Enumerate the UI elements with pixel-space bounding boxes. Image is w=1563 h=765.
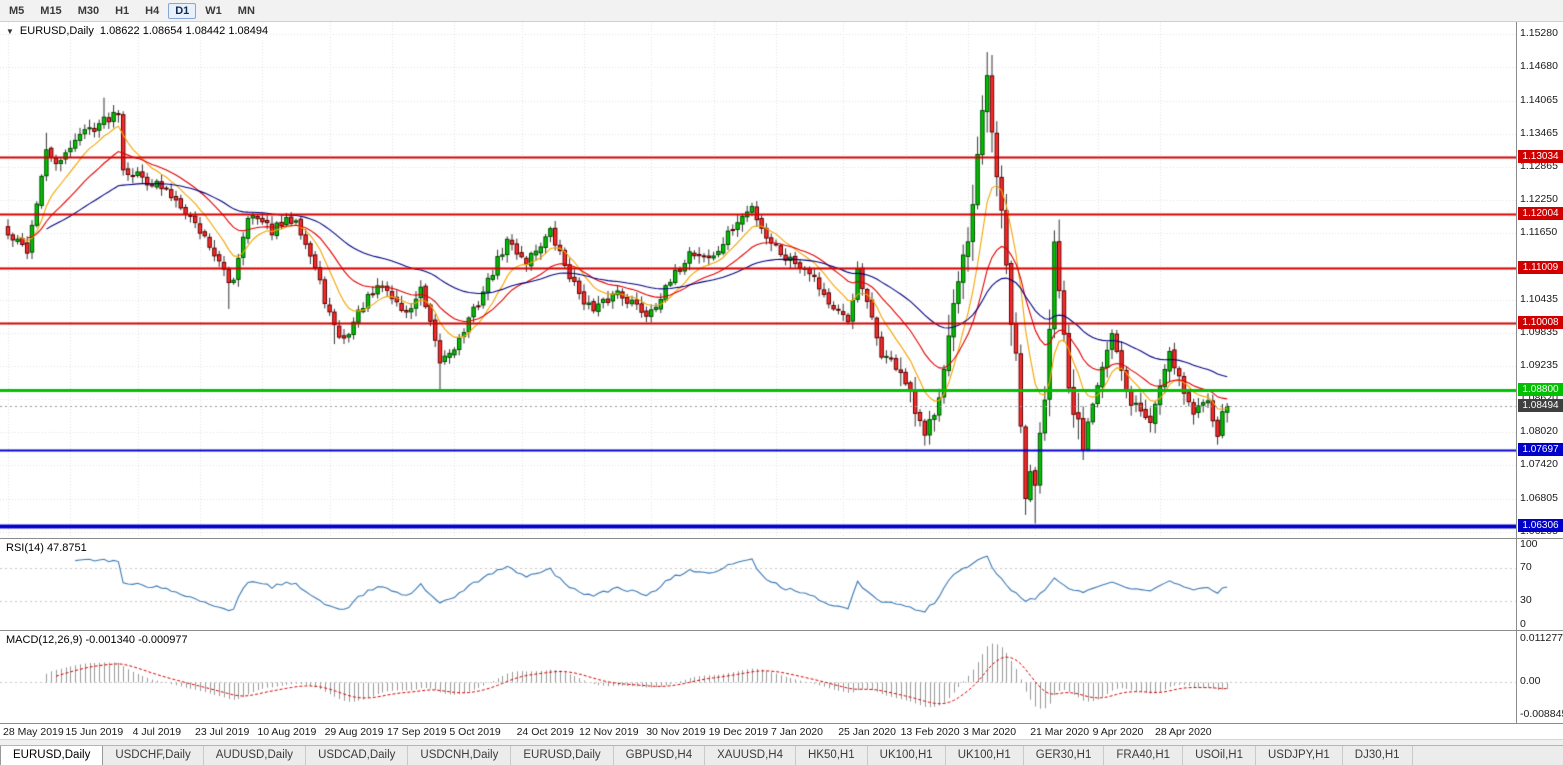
chart-tab-usdcad-daily[interactable]: USDCAD,Daily [306, 746, 409, 765]
hline-price-badge: 1.10008 [1518, 316, 1563, 330]
timeframe-button-d1[interactable]: D1 [168, 2, 197, 19]
chart-tab-eurusd-daily[interactable]: EURUSD,Daily [511, 746, 614, 765]
macd-axis-label: -0.008845 [1520, 708, 1563, 720]
chart-tab-hk50-h1[interactable]: HK50,H1 [796, 746, 868, 765]
hline-price-badge: 1.12004 [1518, 206, 1563, 220]
date-axis-label: 17 Sep 2019 [387, 726, 447, 738]
dropdown-arrow-icon[interactable]: ▼ [6, 26, 14, 36]
chart-tab-ger30-h1[interactable]: GER30,H1 [1024, 746, 1105, 765]
price-axis-label: 1.11650 [1520, 226, 1558, 239]
timeframe-toolbar: M5 M15 M30 H1 H4 D1 W1 MN [0, 0, 1563, 22]
date-axis-label: 21 Mar 2020 [1030, 726, 1090, 738]
rsi-panel: RSI(14) 47.8751 100 70 30 0 [0, 538, 1563, 630]
main-chart-panel: ▼ EURUSD,Daily 1.08622 1.08654 1.08442 1… [0, 22, 1563, 538]
date-axis-label: 3 Mar 2020 [963, 726, 1017, 738]
price-axis-label: 1.12250 [1520, 193, 1558, 206]
price-axis-label: 1.07420 [1520, 458, 1558, 471]
price-axis-label: 1.14680 [1520, 59, 1558, 72]
chart-tab-fra40-h1[interactable]: FRA40,H1 [1104, 746, 1184, 765]
macd-indicator-label: MACD(12,26,9) -0.001340 -0.000977 [6, 634, 188, 646]
chart-tab-eurusd-daily[interactable]: EURUSD,Daily [0, 746, 104, 765]
rsi-indicator-label: RSI(14) 47.8751 [6, 542, 87, 554]
date-axis-label: 28 Apr 2020 [1155, 726, 1212, 738]
timeframe-button-m30[interactable]: M30 [77, 4, 100, 17]
date-axis-label: 15 Jun 2019 [65, 726, 124, 738]
price-axis-label: 1.12865 [1520, 159, 1558, 172]
chart-caption: ▼ EURUSD,Daily 1.08622 1.08654 1.08442 1… [6, 25, 268, 37]
date-axis-label: 13 Feb 2020 [900, 726, 960, 738]
rsi-axis-label: 70 [1520, 561, 1532, 574]
date-axis-label: 23 Jul 2019 [195, 726, 250, 738]
chart-tab-usdcnh-daily[interactable]: USDCNH,Daily [408, 746, 512, 765]
chart-tabbar: EURUSD,Daily USDCHF,Daily AUDUSD,Daily USDC… [0, 745, 1563, 765]
macd-axis[interactable]: 0.011277 0.00 -0.008845 [1516, 631, 1563, 723]
price-axis-label: 1.08620 [1520, 393, 1558, 404]
chart-tab-uk100-h1[interactable]: UK100,H1 [946, 746, 1024, 765]
timeframe-button-m15[interactable]: M15 [40, 4, 62, 17]
macd-axis-label: 0.011277 [1520, 632, 1563, 644]
macd-panel: MACD(12,26,9) -0.001340 -0.000977 0.0112… [0, 630, 1563, 723]
date-axis-label: 10 Aug 2019 [257, 726, 317, 738]
hline-price-badge: 1.07697 [1518, 443, 1563, 457]
chart-tab-xauusd-h4[interactable]: XAUUSD,H4 [705, 746, 796, 765]
price-axis-label: 1.10435 [1520, 292, 1558, 305]
date-axis-label: 24 Oct 2019 [516, 726, 574, 738]
macd-axis-label: 0.00 [1520, 674, 1541, 687]
chart-tab-audusd-daily[interactable]: AUDUSD,Daily [204, 746, 307, 765]
chart-tab-gbpusd-h4[interactable]: GBPUSD,H4 [614, 746, 706, 765]
macd-caption: MACD(12,26,9) -0.001340 -0.000977 [6, 634, 188, 646]
chart-tab-usdjpy-h1[interactable]: USDJPY,H1 [1256, 746, 1343, 765]
chart-tab-usdchf-daily[interactable]: USDCHF,Daily [103, 746, 204, 765]
price-axis-label: 1.15280 [1520, 27, 1558, 40]
timeframe-button-m5[interactable]: M5 [9, 4, 25, 17]
timeframe-button-h4[interactable]: H4 [145, 4, 160, 17]
date-axis-label: 29 Aug 2019 [324, 726, 384, 738]
status-strip [0, 739, 1563, 745]
chart-tab-dj30-h1[interactable]: DJ30,H1 [1343, 746, 1413, 765]
price-axis-label: 1.06805 [1520, 492, 1558, 505]
date-axis-label: 4 Jul 2019 [132, 726, 182, 738]
date-axis-label: 25 Jan 2020 [838, 726, 896, 738]
date-axis-label: 30 Nov 2019 [646, 726, 706, 738]
price-axis-label: 1.09235 [1520, 358, 1558, 371]
chart-ohlc-values: 1.08622 1.08654 1.08442 1.08494 [99, 25, 269, 37]
hline-price-badge: 1.13034 [1518, 150, 1563, 164]
rsi-axis-label: 30 [1520, 593, 1532, 606]
date-axis-label: 12 Nov 2019 [579, 726, 639, 738]
hline-price-badge: 1.06306 [1518, 519, 1563, 533]
rsi-axis-label: 100 [1520, 538, 1538, 550]
rsi-canvas[interactable] [0, 539, 1516, 630]
timeframe-button-w1[interactable]: W1 [205, 4, 222, 17]
rsi-axis[interactable]: 100 70 30 0 [1516, 539, 1563, 630]
rsi-axis-label: 0 [1520, 618, 1526, 630]
rsi-caption: RSI(14) 47.8751 [6, 542, 87, 554]
price-axis-label: 1.08020 [1520, 425, 1558, 438]
main-chart-canvas[interactable] [0, 22, 1516, 538]
timeframe-button-mn[interactable]: MN [237, 4, 255, 17]
price-axis-label: 1.09835 [1520, 325, 1558, 338]
macd-canvas[interactable] [0, 631, 1516, 723]
date-axis-label: 7 Jan 2020 [771, 726, 823, 738]
date-axis-label: 5 Oct 2019 [449, 726, 501, 738]
price-axis-label: 1.14065 [1520, 93, 1558, 106]
price-axis[interactable]: 1.15280 1.14680 1.14065 1.13465 1.12865 1.122… [1516, 22, 1563, 538]
hline-price-badge: 1.11009 [1518, 261, 1563, 275]
hline-price-badge: 1.08800 [1518, 382, 1563, 396]
timeframe-button-h1[interactable]: H1 [115, 4, 130, 17]
date-axis-label: 28 May 2019 [3, 726, 64, 738]
date-axis-label: 19 Dec 2019 [708, 726, 769, 738]
price-axis-label: 1.13465 [1520, 126, 1558, 139]
date-axis[interactable]: 28 May 2019 15 Jun 2019 4 Jul 2019 23 Jul 2… [0, 723, 1563, 739]
chart-symbol-label: EURUSD,Daily [19, 25, 94, 37]
current-price-badge: 1.08494 [1518, 399, 1563, 413]
chart-tab-uk100-h1[interactable]: UK100,H1 [868, 746, 946, 765]
date-axis-label: 9 Apr 2020 [1092, 726, 1144, 738]
chart-tab-usoil-h1[interactable]: USOil,H1 [1183, 746, 1256, 765]
